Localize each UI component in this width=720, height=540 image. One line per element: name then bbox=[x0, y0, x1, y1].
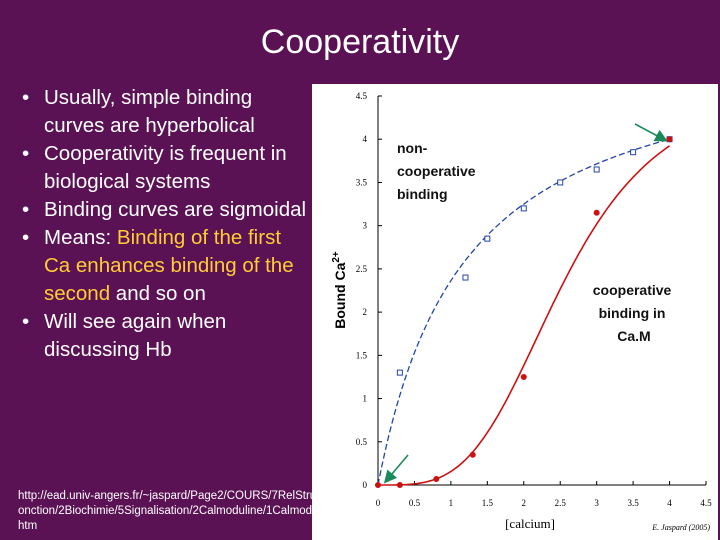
x-tick-label: 0.5 bbox=[409, 498, 421, 508]
x-axis-label: [calcium] bbox=[505, 516, 555, 531]
bullet-item: Usually, simple binding curves are hyper… bbox=[20, 84, 310, 140]
bullet-item: Means: Binding of the first Ca enhances … bbox=[20, 224, 310, 308]
source-url[interactable]: http://ead.univ-angers.fr/~jaspard/Page2… bbox=[18, 490, 334, 532]
bullet-highlight: Binding of the first Ca enhances binding… bbox=[44, 226, 294, 305]
annotation-line: non- bbox=[397, 140, 428, 156]
x-tick-label: 2.5 bbox=[555, 498, 567, 508]
annotation-line: cooperative bbox=[397, 163, 476, 179]
bullet-item: Cooperativity is frequent in biological … bbox=[20, 140, 310, 196]
y-tick-label: 0.5 bbox=[356, 437, 368, 447]
y-tick-label: 4 bbox=[363, 134, 368, 144]
x-tick-label: 3.5 bbox=[627, 498, 639, 508]
chart-credit: E. Jaspard (2005) bbox=[651, 523, 710, 532]
y-tick-label: 0 bbox=[363, 480, 368, 490]
noncooperative-curve bbox=[377, 138, 670, 486]
cooperative-curve bbox=[378, 145, 671, 486]
arrow-top-right bbox=[634, 123, 668, 142]
y-tick-label: 1.5 bbox=[356, 350, 368, 360]
cooperative-point bbox=[666, 136, 673, 143]
noncooperative-point bbox=[630, 149, 637, 156]
x-tick-label: 1.5 bbox=[482, 498, 494, 508]
annotation-noncooperative: non- cooperative binding bbox=[397, 140, 479, 202]
cooperative-point bbox=[520, 373, 527, 380]
y-axis-label: Bound Ca2+ bbox=[331, 251, 348, 329]
x-tick-label: 2 bbox=[522, 498, 527, 508]
x-tick-label: 4.5 bbox=[700, 498, 712, 508]
cooperative-point bbox=[593, 209, 600, 216]
noncooperative-point bbox=[593, 166, 600, 173]
bullet-list: Usually, simple binding curves are hyper… bbox=[20, 84, 310, 364]
y-tick-label: 2 bbox=[363, 307, 368, 317]
cooperative-point bbox=[375, 482, 381, 488]
bullet-text: Will see again when discussing Hb bbox=[44, 310, 227, 361]
slide-title: Cooperativity bbox=[260, 23, 460, 61]
cooperative-point bbox=[433, 475, 440, 482]
y-axis-label-superscript: 2+ bbox=[331, 251, 342, 263]
x-tick-label: 3 bbox=[594, 498, 599, 508]
bullet-text: Cooperativity is frequent in biological … bbox=[44, 142, 287, 193]
y-tick-label: 3 bbox=[363, 221, 368, 231]
bullet-text: and so on bbox=[110, 282, 206, 305]
x-tick-label: 4 bbox=[667, 498, 672, 508]
arrow-bottom-left bbox=[383, 454, 409, 484]
y-axis-label-main: Bound Ca bbox=[332, 262, 348, 328]
y-tick-label: 3.5 bbox=[356, 177, 368, 187]
y-tick-label: 1 bbox=[363, 394, 368, 404]
bullet-text: Binding curves are sigmoidal bbox=[44, 198, 307, 221]
x-tick-label: 1 bbox=[449, 498, 454, 508]
y-tick-label: 4.5 bbox=[356, 91, 368, 101]
annotation-line: binding bbox=[397, 186, 448, 202]
noncooperative-point bbox=[396, 369, 403, 376]
cooperative-point bbox=[469, 451, 476, 458]
noncooperative-point bbox=[520, 205, 527, 212]
x-tick-label: 0 bbox=[376, 498, 381, 508]
bullet-text: Usually, simple binding curves are hyper… bbox=[44, 86, 255, 137]
bullet-item: Will see again when discussing Hb bbox=[20, 308, 310, 364]
annotation-line: binding in bbox=[599, 305, 666, 321]
annotation-line: Ca.M bbox=[617, 328, 650, 344]
annotation-cooperative: cooperative binding in Ca.M bbox=[593, 282, 675, 344]
y-tick-label: 2.5 bbox=[356, 264, 368, 274]
noncooperative-point bbox=[462, 274, 469, 281]
ylabel-backdrop bbox=[312, 190, 370, 395]
bullet-text: Means: bbox=[44, 226, 117, 249]
annotation-line: cooperative bbox=[593, 282, 672, 298]
noncooperative-point bbox=[557, 179, 564, 186]
bullet-item: Binding curves are sigmoidal bbox=[20, 196, 310, 224]
noncooperative-point bbox=[484, 235, 491, 242]
cooperative-point bbox=[396, 482, 403, 488]
